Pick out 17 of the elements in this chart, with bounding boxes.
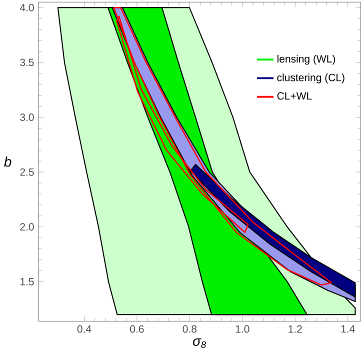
- x-tick-label: 1.4: [341, 325, 355, 333]
- x-tick-label: 0.4: [77, 325, 92, 333]
- y-tick-label: 3.0: [20, 114, 34, 122]
- x-tick-label: 0.6: [130, 325, 144, 333]
- x-tick-label: 1.0: [236, 325, 250, 333]
- y-tick-label: 4.0: [20, 4, 34, 12]
- y-tick-label: 1.5: [20, 278, 34, 286]
- legend-label: lensing (WL): [278, 54, 336, 65]
- legend-label: clustering (CL): [277, 74, 344, 84]
- x-tick-label: 0.8: [182, 325, 197, 333]
- y-tick-label: 3.5: [20, 58, 34, 66]
- y-axis-title: b: [4, 156, 12, 167]
- legend-label: CL+WL: [277, 92, 312, 100]
- y-tick-label: 2.5: [20, 168, 34, 176]
- x-tick-label: 1.2: [288, 325, 302, 333]
- x-axis-title: σ$_{8}$: [192, 338, 206, 348]
- y-tick-label: 2.0: [20, 223, 34, 231]
